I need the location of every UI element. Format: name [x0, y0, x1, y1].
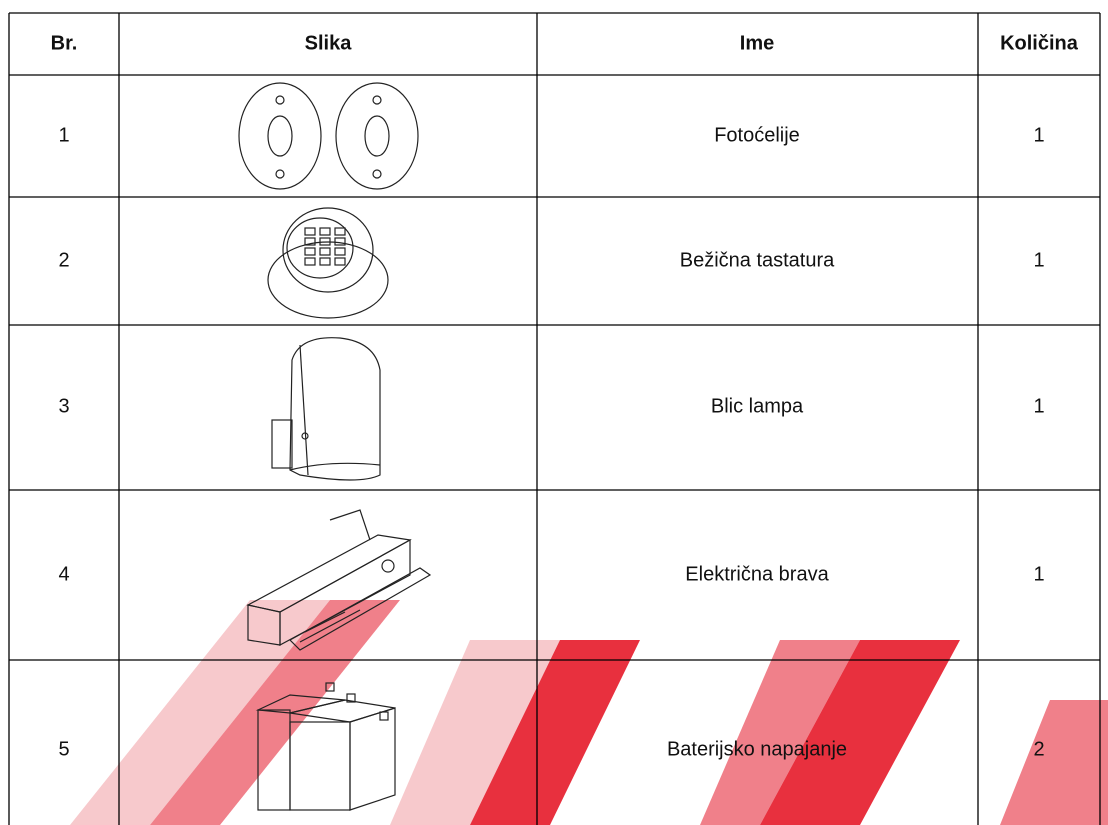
header-cell: Br. — [51, 32, 78, 54]
table-cell: Blic lampa — [711, 395, 804, 417]
table-cells: Br. Slika Ime Količina 1 Fotoćelije 1 2 Bežična … — [51, 32, 1079, 760]
table-cell: 1 — [58, 124, 69, 146]
table-cell: 1 — [1033, 563, 1044, 585]
table-cell: Električna brava — [685, 563, 829, 585]
table-cell: 1 — [1033, 395, 1044, 417]
table-cell: Bežična tastatura — [680, 249, 835, 271]
lock-image — [246, 509, 432, 651]
header-cell: Ime — [740, 32, 774, 54]
battery-image — [255, 682, 396, 811]
keypad-image — [267, 207, 389, 319]
table-cell: 1 — [1033, 249, 1044, 271]
table-cell: 5 — [58, 738, 69, 760]
header-cell: Količina — [1000, 32, 1079, 54]
table-cell: Baterijsko napajanje — [667, 738, 847, 760]
table-cell: 2 — [1033, 738, 1044, 760]
table-cell: 2 — [58, 249, 69, 271]
photocell-image — [238, 82, 419, 190]
table-grid — [8, 12, 1101, 825]
table-cell: 3 — [58, 395, 69, 417]
header-cell: Slika — [305, 32, 353, 54]
lamp-image — [271, 337, 381, 481]
table-cell: 1 — [1033, 124, 1044, 146]
table-cell: Fotoćelije — [714, 124, 800, 146]
table-cell: 4 — [58, 563, 69, 585]
watermark — [70, 600, 1108, 825]
